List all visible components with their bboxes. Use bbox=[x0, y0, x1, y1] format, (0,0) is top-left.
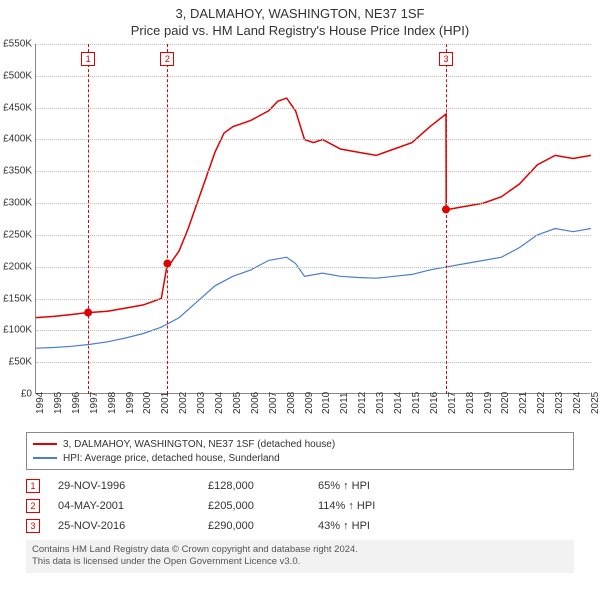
legend: 3, DALMAHOY, WASHINGTON, NE37 1SF (detac… bbox=[26, 432, 574, 470]
y-tick-label: £0 bbox=[0, 389, 32, 400]
x-tick-label: 2005 bbox=[232, 392, 243, 414]
gridline bbox=[36, 76, 591, 77]
chart-container: 3, DALMAHOY, WASHINGTON, NE37 1SF Price … bbox=[0, 0, 600, 590]
event-date: 29-NOV-1996 bbox=[58, 480, 208, 492]
chart-area: £0£50K£100K£150K£200K£250K£300K£350K£400… bbox=[35, 44, 595, 424]
legend-swatch bbox=[33, 443, 57, 445]
event-row: 1 29-NOV-1996£128,00065% ↑ HPI bbox=[26, 476, 574, 496]
x-tick-label: 2002 bbox=[178, 392, 189, 414]
x-tick-label: 1999 bbox=[125, 392, 136, 414]
event-row: 2 04-MAY-2001£205,000114% ↑ HPI bbox=[26, 496, 574, 516]
x-tick-label: 2000 bbox=[142, 392, 153, 414]
x-tick-label: 2001 bbox=[160, 392, 171, 414]
event-number-box: 3 bbox=[26, 519, 40, 533]
y-tick-label: £300K bbox=[0, 198, 32, 209]
x-tick-label: 2025 bbox=[590, 392, 600, 414]
x-tick-label: 1998 bbox=[107, 392, 118, 414]
legend-label: 3, DALMAHOY, WASHINGTON, NE37 1SF (detac… bbox=[63, 439, 335, 450]
y-tick-label: £50K bbox=[0, 357, 32, 368]
x-tick-label: 2012 bbox=[357, 392, 368, 414]
x-tick-label: 1997 bbox=[89, 392, 100, 414]
y-tick-label: £450K bbox=[0, 102, 32, 113]
title-block: 3, DALMAHOY, WASHINGTON, NE37 1SF Price … bbox=[0, 0, 600, 40]
x-tick-label: 2023 bbox=[554, 392, 565, 414]
x-tick-label: 2016 bbox=[429, 392, 440, 414]
legend-row: HPI: Average price, detached house, Sund… bbox=[33, 451, 567, 465]
legend-row: 3, DALMAHOY, WASHINGTON, NE37 1SF (detac… bbox=[33, 437, 567, 451]
chart-subtitle: Price paid vs. HM Land Registry's House … bbox=[0, 23, 600, 38]
x-tick-label: 2021 bbox=[518, 392, 529, 414]
gridline bbox=[36, 299, 591, 300]
x-tick-label: 2017 bbox=[447, 392, 458, 414]
x-tick-label: 2006 bbox=[250, 392, 261, 414]
x-tick-label: 2014 bbox=[393, 392, 404, 414]
x-tick-label: 1996 bbox=[71, 392, 82, 414]
event-price: £128,000 bbox=[208, 480, 318, 492]
y-tick-label: £250K bbox=[0, 229, 32, 240]
x-tick-label: 2009 bbox=[304, 392, 315, 414]
event-marker-box: 1 bbox=[81, 52, 95, 66]
chart-title-address: 3, DALMAHOY, WASHINGTON, NE37 1SF bbox=[0, 6, 600, 21]
event-vline bbox=[88, 44, 89, 394]
gridline bbox=[36, 171, 591, 172]
plot-svg bbox=[36, 44, 591, 394]
gridline bbox=[36, 235, 591, 236]
gridline bbox=[36, 362, 591, 363]
gridline bbox=[36, 267, 591, 268]
x-tick-label: 2019 bbox=[483, 392, 494, 414]
event-date: 04-MAY-2001 bbox=[58, 500, 208, 512]
series-line bbox=[36, 98, 591, 318]
event-table: 1 29-NOV-1996£128,00065% ↑ HPI 2 04-MAY-200… bbox=[26, 476, 574, 536]
x-tick-label: 2024 bbox=[572, 392, 583, 414]
event-price: £205,000 bbox=[208, 500, 318, 512]
x-tick-label: 2020 bbox=[500, 392, 511, 414]
event-delta: 65% ↑ HPI bbox=[318, 480, 438, 492]
legend-swatch bbox=[33, 457, 57, 459]
y-axis: £0£50K£100K£150K£200K£250K£300K£350K£400… bbox=[0, 44, 34, 394]
y-tick-label: £350K bbox=[0, 166, 32, 177]
x-tick-label: 2003 bbox=[196, 392, 207, 414]
y-tick-label: £400K bbox=[0, 134, 32, 145]
y-tick-label: £100K bbox=[0, 325, 32, 336]
x-tick-label: 2007 bbox=[268, 392, 279, 414]
gridline bbox=[36, 330, 591, 331]
plot-area: 1 2 3 bbox=[35, 44, 590, 394]
y-tick-label: £500K bbox=[0, 70, 32, 81]
x-tick-label: 1994 bbox=[35, 392, 46, 414]
event-date: 25-NOV-2016 bbox=[58, 520, 208, 532]
event-delta: 114% ↑ HPI bbox=[318, 500, 438, 512]
event-delta: 43% ↑ HPI bbox=[318, 520, 438, 532]
x-tick-label: 2004 bbox=[214, 392, 225, 414]
event-marker-box: 2 bbox=[160, 52, 174, 66]
y-tick-label: £200K bbox=[0, 261, 32, 272]
x-axis: 1994199519961997199819992000200120022003… bbox=[35, 396, 590, 426]
event-vline bbox=[446, 44, 447, 394]
event-row: 3 25-NOV-2016£290,00043% ↑ HPI bbox=[26, 516, 574, 536]
footnote: Contains HM Land Registry data © Crown c… bbox=[26, 540, 574, 573]
event-marker-box: 3 bbox=[439, 52, 453, 66]
x-tick-label: 2022 bbox=[536, 392, 547, 414]
gridline bbox=[36, 44, 591, 45]
event-price: £290,000 bbox=[208, 520, 318, 532]
event-number-box: 1 bbox=[26, 479, 40, 493]
x-tick-label: 2008 bbox=[286, 392, 297, 414]
x-tick-label: 2013 bbox=[375, 392, 386, 414]
legend-label: HPI: Average price, detached house, Sund… bbox=[63, 453, 280, 464]
event-vline bbox=[167, 44, 168, 394]
x-tick-label: 2010 bbox=[321, 392, 332, 414]
gridline bbox=[36, 108, 591, 109]
event-number-box: 2 bbox=[26, 499, 40, 513]
y-tick-label: £550K bbox=[0, 39, 32, 50]
gridline bbox=[36, 203, 591, 204]
x-tick-label: 2018 bbox=[465, 392, 476, 414]
x-tick-label: 1995 bbox=[53, 392, 64, 414]
x-tick-label: 2015 bbox=[411, 392, 422, 414]
x-tick-label: 2011 bbox=[339, 392, 350, 414]
footnote-line1: Contains HM Land Registry data © Crown c… bbox=[32, 544, 568, 556]
footnote-line2: This data is licensed under the Open Gov… bbox=[32, 556, 568, 568]
gridline bbox=[36, 139, 591, 140]
y-tick-label: £150K bbox=[0, 293, 32, 304]
